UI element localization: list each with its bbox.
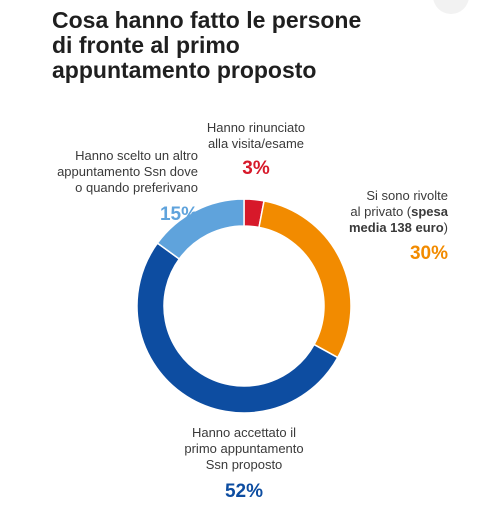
chart-title: Cosa hanno fatto le persone di fronte al…: [52, 7, 362, 83]
value-privato: 30%: [409, 243, 448, 264]
slice-accettato: [136, 242, 339, 414]
value-accettato: 52%: [224, 481, 264, 502]
corner-decoration: [433, 0, 469, 14]
label-privato: Si sono rivolte al privato (spesa media …: [338, 188, 448, 236]
value-altro: 15%: [159, 204, 198, 225]
label-accettato: Hanno accettato il primo appuntamento Ss…: [184, 425, 304, 472]
label-privato-pre: Si sono rivolte al privato (: [350, 188, 448, 219]
slice-altro: [156, 198, 245, 261]
label-rinunciato: Hanno rinunciato alla visita/esame: [206, 120, 306, 151]
value-rinunciato: 3%: [242, 158, 270, 179]
label-privato-bold: spesa media 138 euro: [349, 204, 448, 235]
label-privato-post: ): [443, 220, 448, 235]
label-altro: Hanno scelto un altro appuntamento Ssn d…: [57, 148, 198, 195]
